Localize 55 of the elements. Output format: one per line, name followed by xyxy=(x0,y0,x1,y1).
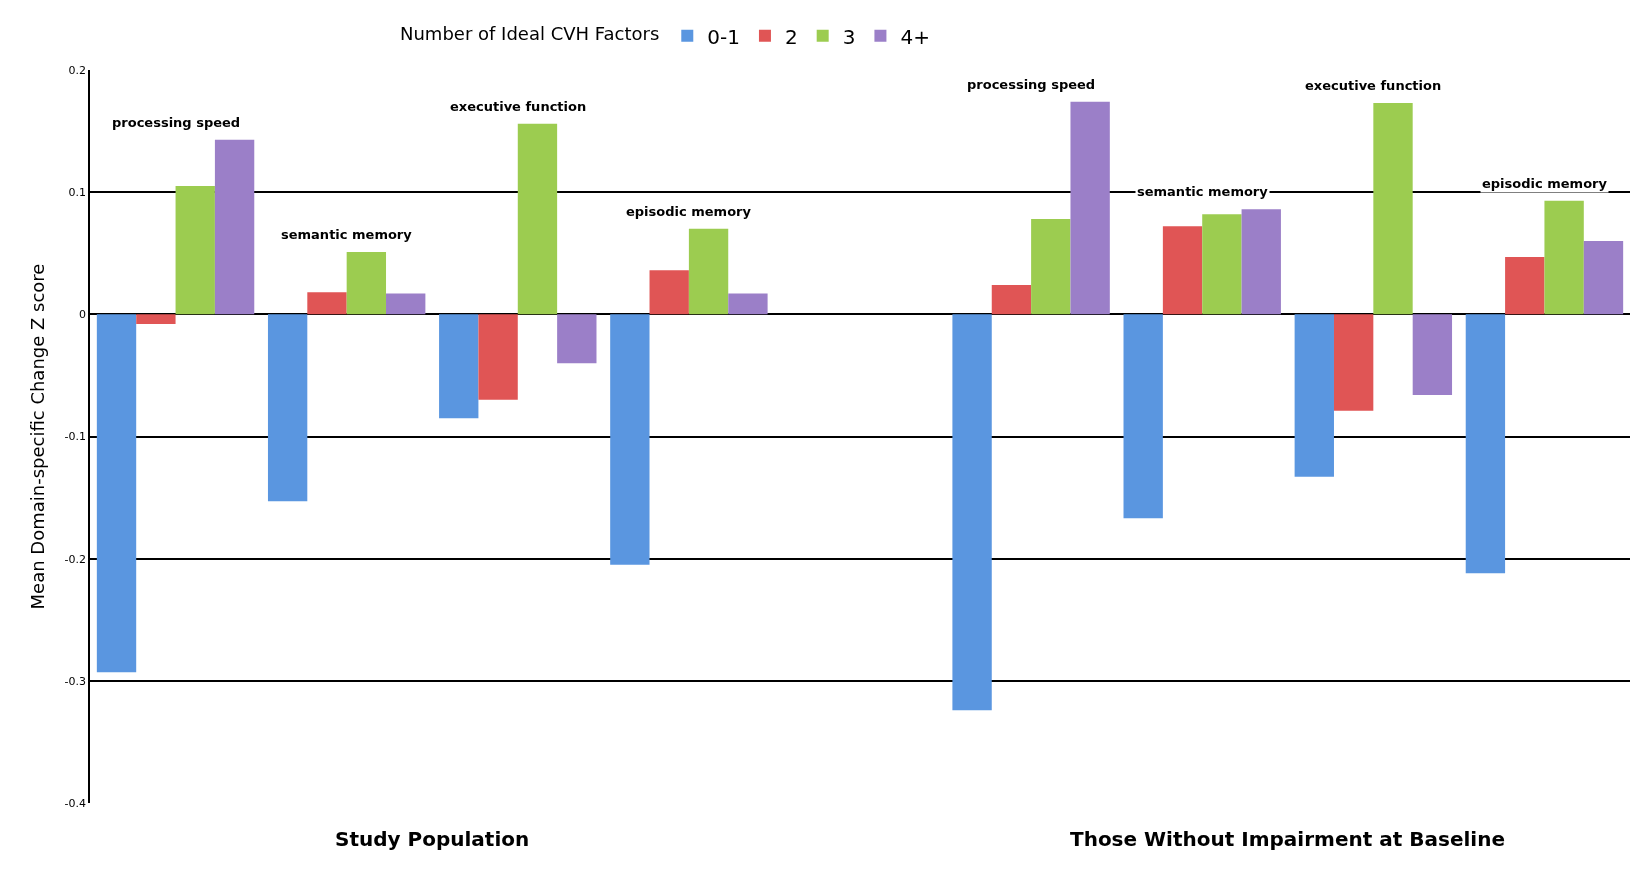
y-tick-label: 0.1 xyxy=(68,186,87,200)
bar xyxy=(649,270,689,315)
bar xyxy=(1031,219,1071,315)
bar xyxy=(1123,314,1163,519)
bar xyxy=(728,293,768,315)
bar xyxy=(1505,256,1545,315)
legend-label: 4+ xyxy=(900,24,930,49)
x-tick-label: processing speed xyxy=(112,115,241,130)
x-tick-label: episodic memory xyxy=(1482,176,1608,191)
bar xyxy=(386,293,426,315)
bar xyxy=(1294,314,1334,477)
text: Study Population xyxy=(335,827,530,851)
bar xyxy=(610,314,650,565)
y-tick-label: -0.3 xyxy=(64,674,87,688)
x-tick-label: semantic memory xyxy=(281,227,413,242)
bar xyxy=(1333,314,1374,411)
bar xyxy=(1373,102,1413,315)
legend-label: 0-1 xyxy=(707,24,740,49)
y-tick-label: -0.1 xyxy=(64,430,87,444)
x-tick-label: processing speed xyxy=(967,77,1096,92)
bar xyxy=(1583,241,1624,315)
bar xyxy=(688,228,729,315)
bar xyxy=(1544,200,1584,315)
bar xyxy=(1241,209,1281,315)
bar xyxy=(1465,314,1506,574)
legend-label: 3 xyxy=(842,24,856,49)
bar xyxy=(175,186,215,315)
y-tick-label: 0.2 xyxy=(68,63,87,77)
legend-label: 2 xyxy=(784,24,798,49)
bar xyxy=(136,314,176,325)
bar xyxy=(307,292,347,315)
y-tick-label: 0 xyxy=(79,308,87,322)
bar xyxy=(214,139,255,315)
y-axis-title: Mean Domain-specific Change Z score xyxy=(27,263,49,610)
bar xyxy=(439,314,479,419)
x-tick-label: executive function xyxy=(1305,78,1442,93)
bar xyxy=(1202,214,1242,315)
legend-title: Number of Ideal CVH Factors xyxy=(400,22,660,44)
bar xyxy=(96,314,137,673)
bar xyxy=(478,314,518,400)
bar xyxy=(557,314,597,364)
bar xyxy=(991,285,1032,315)
y-tick-label: -0.2 xyxy=(64,552,87,566)
bar xyxy=(517,123,558,315)
bar xyxy=(1162,226,1203,315)
bar xyxy=(952,314,992,711)
x-tick-label: semantic memory xyxy=(1137,184,1269,199)
text: Those Without Impairment at Baseline xyxy=(1070,827,1505,851)
bar xyxy=(346,252,387,315)
y-tick-label: -0.4 xyxy=(64,796,87,810)
x-tick-label: episodic memory xyxy=(626,204,752,219)
bar xyxy=(1412,314,1453,395)
bar xyxy=(267,314,308,502)
bar xyxy=(1070,101,1110,315)
x-tick-label: executive function xyxy=(450,99,587,114)
